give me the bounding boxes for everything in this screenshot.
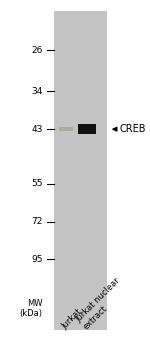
Text: CREB: CREB (119, 124, 146, 134)
Text: 55: 55 (31, 180, 43, 189)
Bar (78, 124, 96, 134)
Text: 72: 72 (31, 217, 43, 226)
Text: MW
(kDa): MW (kDa) (20, 299, 43, 318)
Text: 26: 26 (31, 46, 43, 55)
Bar (59, 127, 73, 131)
Text: 95: 95 (31, 255, 43, 264)
Text: 43: 43 (31, 125, 43, 134)
Text: Jurkat: Jurkat (60, 307, 84, 331)
Bar (54, 11, 107, 330)
Text: 34: 34 (31, 87, 43, 96)
Text: Jurkat nuclear
extract: Jurkat nuclear extract (74, 276, 129, 331)
